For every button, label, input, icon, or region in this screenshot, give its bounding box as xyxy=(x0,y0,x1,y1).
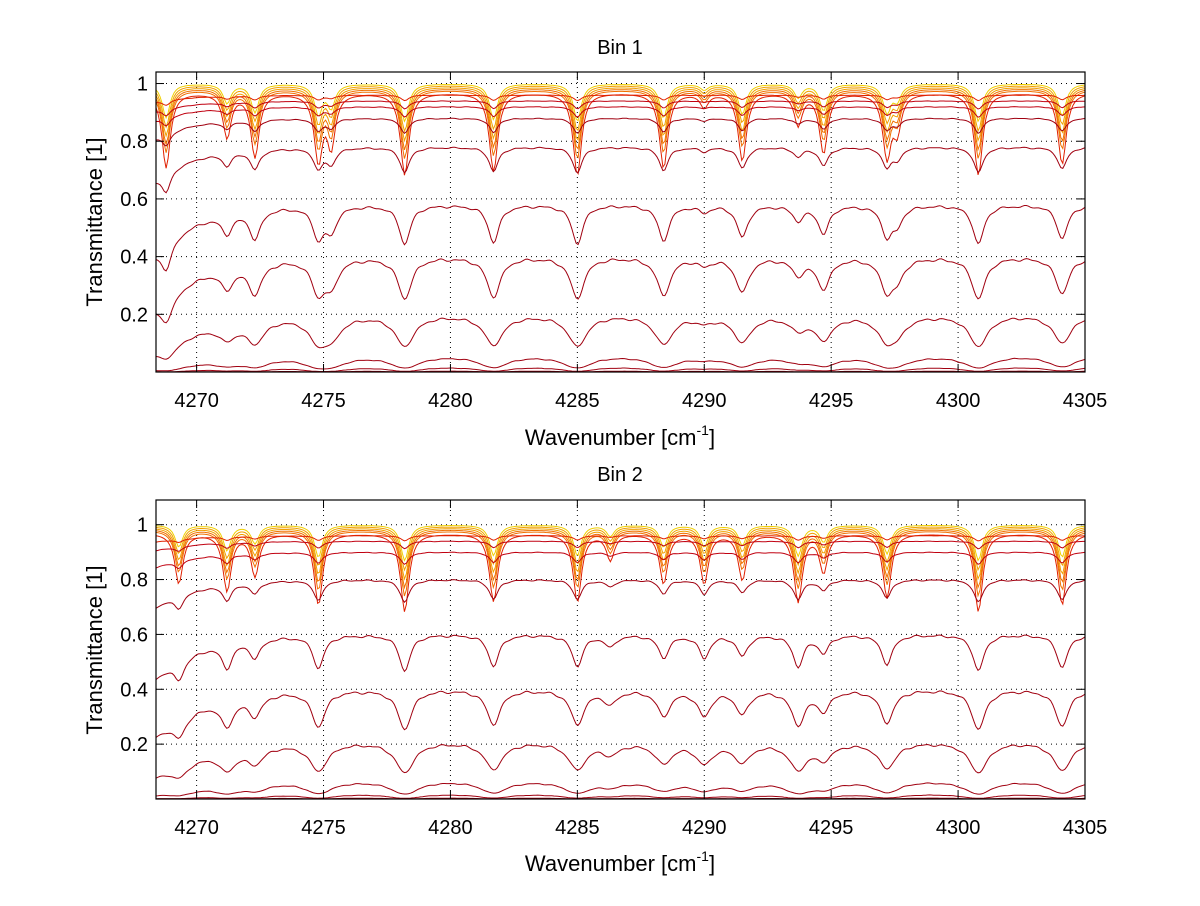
x-tick-label: 4285 xyxy=(555,817,600,839)
x-tick-label: 4290 xyxy=(682,390,727,412)
ticks: 4270 4275 4280 4285 4290 4295 4300 4305 0.2 0.4 0.… xyxy=(120,72,1107,412)
series-line xyxy=(155,634,1086,682)
series-line xyxy=(155,782,1086,797)
series-line xyxy=(155,529,1086,590)
subplot-bin-2: Bin 2 4270 4275 4280 4285 4290 4295 4300 4305 0.… xyxy=(82,464,1107,876)
y-tick-label: 1 xyxy=(137,74,148,96)
y-tick-label: 0.8 xyxy=(120,570,148,592)
x-tick-label: 4280 xyxy=(428,390,473,412)
y-axis-label: Transmittance [1] xyxy=(82,137,107,306)
series-line xyxy=(155,100,1086,117)
x-tick-label: 4270 xyxy=(174,817,219,839)
series-line xyxy=(155,317,1086,360)
x-tick-label: 4305 xyxy=(1063,390,1108,412)
series-line xyxy=(155,525,1086,562)
series-line xyxy=(155,743,1086,779)
chart-title: Bin 1 xyxy=(597,37,643,59)
y-tick-label: 0.6 xyxy=(120,189,148,211)
y-tick-label: 0.4 xyxy=(120,679,148,701)
series-line xyxy=(155,528,1086,581)
series-line xyxy=(155,794,1086,800)
y-tick-label: 0.2 xyxy=(120,304,148,326)
series-line xyxy=(155,90,1086,159)
x-tick-label: 4300 xyxy=(936,817,981,839)
y-tick-label: 0.4 xyxy=(120,247,148,269)
series-line xyxy=(155,146,1086,194)
series-line xyxy=(155,258,1086,324)
series-lines xyxy=(155,525,1086,800)
x-tick-label: 4285 xyxy=(555,390,600,412)
y-axis-label: Transmittance [1] xyxy=(82,565,107,734)
y-tick-label: 0.2 xyxy=(120,734,148,756)
series-line xyxy=(155,84,1086,123)
series-line xyxy=(155,535,1085,544)
x-tick-label: 4290 xyxy=(682,817,727,839)
series-line xyxy=(155,534,1086,612)
x-axis-label: Wavenumber [cm-1] xyxy=(525,848,715,876)
axes-box xyxy=(155,499,1086,800)
subplot-bin-1: Bin 1 4270 4275 4280 4285 4290 4295 4300 4305 0.… xyxy=(82,37,1107,450)
series-line xyxy=(155,85,1086,133)
ticks: 4270 4275 4280 4285 4290 4295 4300 4305 0.2 0.4 0.… xyxy=(120,500,1107,839)
x-tick-label: 4295 xyxy=(809,390,854,412)
series-line xyxy=(155,87,1086,143)
series-line xyxy=(155,117,1086,147)
x-tick-label: 4280 xyxy=(428,817,473,839)
series-line xyxy=(155,106,1086,127)
series-line xyxy=(155,690,1086,739)
series-line xyxy=(156,367,1086,373)
series-line xyxy=(156,94,1086,106)
series-line xyxy=(155,579,1086,611)
x-tick-label: 4305 xyxy=(1063,817,1108,839)
series-line xyxy=(155,89,1086,152)
axes-box xyxy=(155,71,1086,373)
series-line xyxy=(155,205,1086,272)
series-line xyxy=(155,526,1086,572)
grid xyxy=(156,72,1085,372)
x-tick-label: 4270 xyxy=(174,390,219,412)
series-lines xyxy=(155,84,1086,373)
series-line xyxy=(155,357,1086,372)
y-tick-label: 0.8 xyxy=(120,131,148,153)
x-tick-label: 4300 xyxy=(936,390,981,412)
y-tick-label: 1 xyxy=(137,515,148,537)
grid xyxy=(156,500,1085,799)
series-line xyxy=(155,551,1086,570)
x-axis-label: Wavenumber [cm-1] xyxy=(525,422,715,450)
x-tick-label: 4275 xyxy=(301,817,346,839)
series-line xyxy=(155,540,1085,552)
x-tick-label: 4295 xyxy=(809,817,854,839)
chart-title: Bin 2 xyxy=(597,464,643,486)
y-tick-label: 0.6 xyxy=(120,624,148,646)
x-tick-label: 4275 xyxy=(301,390,346,412)
